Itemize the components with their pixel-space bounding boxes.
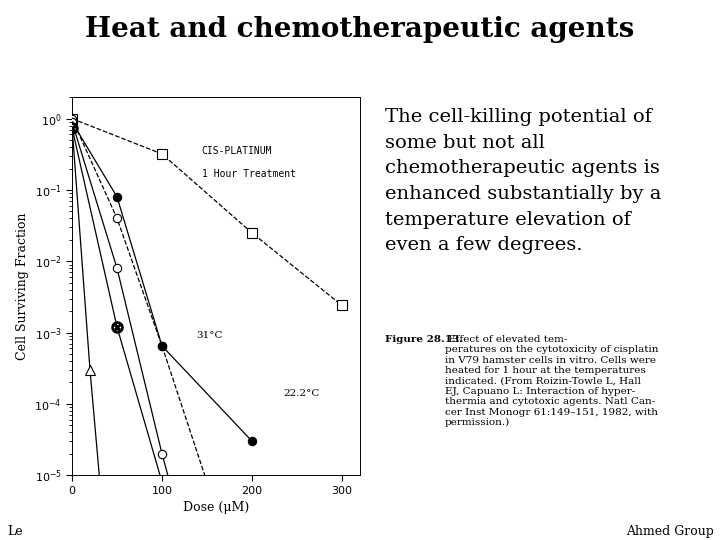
Text: 31°C: 31°C (196, 330, 222, 340)
Text: Figure 28.13.: Figure 28.13. (385, 335, 463, 344)
Text: 1 Hour Treatment: 1 Hour Treatment (202, 169, 296, 179)
Text: Heat and chemotherapeutic agents: Heat and chemotherapeutic agents (86, 16, 634, 43)
Text: The cell-killing potential of
some but not all
chemotherapeutic agents is
enhanc: The cell-killing potential of some but n… (385, 108, 662, 254)
Text: 22.2°C: 22.2°C (284, 389, 320, 398)
Text: Ahmed Group: Ahmed Group (626, 524, 714, 538)
Text: Le: Le (7, 524, 23, 538)
Text: CIS-PLATINUM: CIS-PLATINUM (202, 146, 272, 157)
Text: Effect of elevated tem-
peratures on the cytotoxicity of cisplatin
in V79 hamste: Effect of elevated tem- peratures on the… (445, 335, 659, 427)
Text: 42.5°C: 42.5°C (0, 539, 1, 540)
Text: 40°C: 40°C (0, 539, 1, 540)
X-axis label: Dose (μM): Dose (μM) (183, 501, 249, 514)
Text: 37.5°C: 37.5°C (0, 539, 1, 540)
Y-axis label: Cell Surviving Fraction: Cell Surviving Fraction (16, 212, 29, 360)
